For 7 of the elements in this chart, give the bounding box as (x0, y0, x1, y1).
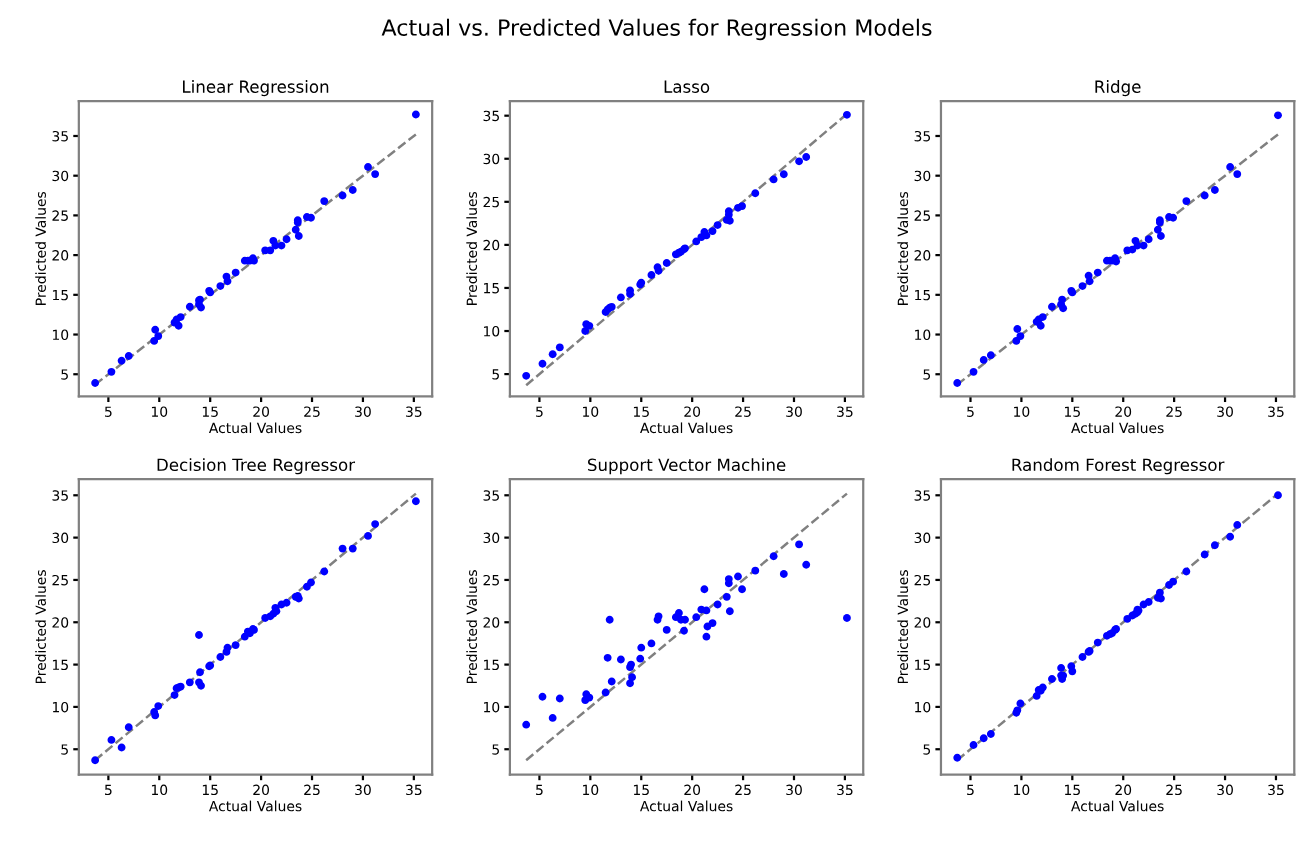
chart-title: Decision Tree Regressor (157, 458, 356, 475)
chart-title: Support Vector Machine (587, 458, 786, 475)
text: Actual vs. Predicted Values for Regression Models (381, 18, 932, 41)
chart-title: Ridge (1095, 80, 1141, 97)
chart-title: Lasso (664, 80, 710, 93)
chart-title: Linear Regression (183, 80, 329, 97)
chart-title: Random Forest Regressor (1012, 458, 1225, 475)
